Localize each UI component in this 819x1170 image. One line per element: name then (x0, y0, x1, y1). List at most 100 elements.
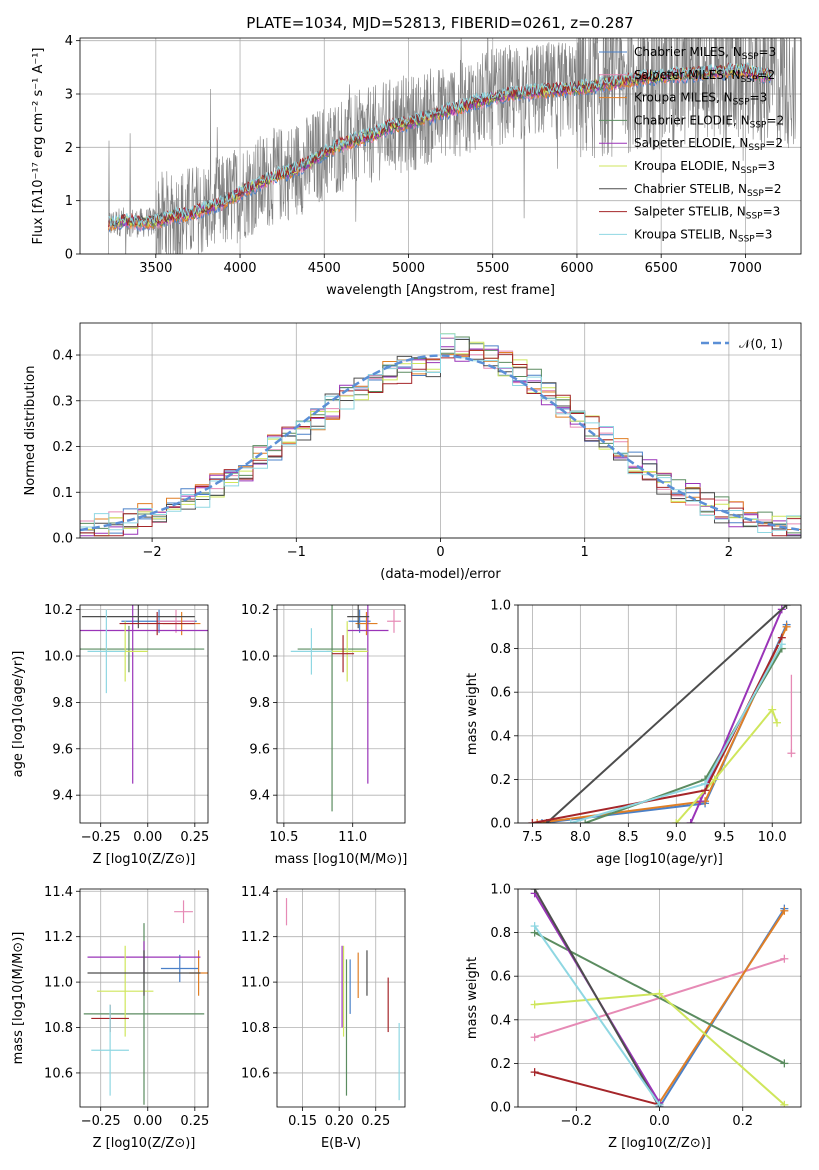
series-line (675, 707, 778, 823)
y-tick-label: 0.2 (490, 773, 511, 788)
x-tick-label: −0.2 (560, 1114, 592, 1129)
y-axis-label: mass weight (465, 957, 480, 1039)
observed-spectrum (108, 38, 796, 254)
y-axis-label: mass [log10(M/M⊙)] (11, 932, 26, 1065)
x-tick-label: −0.25 (81, 1114, 121, 1129)
plot-frame (79, 37, 802, 255)
x-tick-label: 5000 (392, 261, 425, 276)
x-tick-label: 11.0 (338, 830, 367, 845)
histogram-kroupa-stelib (80, 333, 801, 537)
x-tick-label: 9.0 (666, 830, 687, 845)
x-tick-label: 8.0 (570, 830, 591, 845)
x-tick-label: 1 (581, 545, 589, 560)
y-tick-label: 10.2 (241, 603, 270, 618)
errorbar-kroupa-stelib (87, 609, 126, 694)
series-line (534, 931, 785, 1065)
errorbar-chabrier-stelib (87, 950, 201, 996)
series-kroupa-stelib (566, 640, 786, 823)
spectrum-legend: Chabrier MILES, NSSP=3 Salpeter MILES, NS… (599, 45, 784, 244)
legend-nssp: =3 (755, 227, 773, 241)
x-tick-label: 0.25 (361, 1114, 390, 1129)
legend-normal-label: 𝒩(0, 1) (739, 337, 783, 351)
y-axis-label: Normed distribution (23, 366, 38, 496)
legend-nssp: =2 (764, 182, 782, 196)
plot-frame (517, 604, 802, 824)
x-tick-label: 10.0 (758, 830, 787, 845)
y-tick-label: 9.6 (52, 742, 73, 757)
x-tick-label: 9.5 (714, 830, 735, 845)
y-tick-label: 9.4 (52, 789, 73, 804)
y-tick-label: 0.8 (490, 642, 511, 657)
series-line (537, 626, 788, 823)
histogram-legend: 𝒩(0, 1) (701, 337, 783, 351)
y-tick-label: 0 (65, 248, 73, 263)
y-tick-label: 11.4 (44, 885, 73, 900)
y-tick-label: 10.8 (44, 1021, 73, 1036)
x-axis-label: (data-model)/error (380, 567, 501, 582)
x-axis-label: age [log10(age/yr)] (596, 852, 723, 867)
series-line (533, 925, 661, 1106)
y-tick-label: 1 (65, 194, 73, 209)
weight_vs_age-panel: 7.5 8.0 8.5 9.0 9.5 10.0 0.0 0.2 0.4 0.6 0.8 1.0 age… (465, 599, 802, 867)
x-tick-label: 2 (725, 545, 733, 560)
errorbar-kroupa-stelib (91, 1004, 129, 1096)
x-tick-label: −1 (287, 545, 306, 560)
legend-label-salpeter-elodie: Salpeter ELODIE, NSSP=2 (634, 136, 783, 153)
x-tick-label: 0.15 (288, 1114, 317, 1129)
series-line (533, 889, 661, 1107)
y-tick-label: 10.2 (44, 603, 73, 618)
y-tick-label: 10.8 (241, 1021, 270, 1036)
errorbar-salpeter-elodie (347, 605, 389, 784)
legend-subscript: SSP (747, 189, 764, 199)
errorbar-kroupa-stelib (290, 628, 333, 675)
y-axis-label: Flux [fλ10⁻¹⁷ erg cm⁻² s⁻¹ A⁻¹] (31, 48, 46, 245)
legend-label-chabrier-miles: Chabrier MILES, NSSP=3 (634, 45, 776, 62)
errorbar-salpeter-miles (387, 609, 401, 633)
legend-subscript: SSP (733, 98, 750, 108)
y-tick-label: 9.6 (249, 742, 270, 757)
x-tick-label: 4000 (223, 261, 256, 276)
y-tick-label: 1.0 (490, 883, 511, 898)
x-tick-label: 0.25 (180, 830, 209, 845)
y-tick-label: 0.4 (490, 729, 511, 744)
plot-frame (517, 888, 802, 1108)
legend-nssp: =3 (757, 159, 775, 173)
y-tick-label: 9.8 (52, 696, 73, 711)
errorbar-salpeter-miles (174, 900, 193, 924)
legend-nssp: =3 (759, 45, 777, 59)
errorbar-salpeter-stelib (119, 611, 195, 636)
errorbar-salpeter-stelib (332, 635, 355, 673)
x-tick-label: 0.0 (649, 1114, 670, 1129)
legend-nssp: =2 (766, 113, 784, 127)
y-tick-label: 4 (65, 34, 73, 49)
errorbar-chabrier-stelib (347, 605, 370, 629)
x-tick-label: 5500 (476, 261, 509, 276)
x-tick-label: −2 (143, 545, 162, 560)
errorbar-kroupa-elodie (96, 945, 154, 1037)
series-line (658, 910, 786, 1104)
x-tick-label: 6000 (560, 261, 593, 276)
x-tick-label: 0.25 (180, 1114, 209, 1129)
legend-subscript: SSP (741, 166, 758, 176)
x-tick-label: 8.5 (618, 830, 639, 845)
x-tick-label: 0.00 (133, 830, 162, 845)
legend-nssp: =3 (750, 91, 768, 105)
mass_vs_Z-panel: −0.25 0.00 0.25 10.6 10.8 11.0 11.2 11.4 Z [log1… (11, 885, 209, 1151)
y-tick-label: 3 (65, 88, 73, 103)
y-tick-label: 0.3 (52, 394, 73, 409)
series-kroupa-elodie (672, 705, 782, 823)
y-axis-label: mass weight (465, 673, 480, 755)
legend-label-kroupa-elodie: Kroupa ELODIE, NSSP=3 (634, 159, 775, 176)
figure-title: PLATE=1034, MJD=52813, FIBERID=0261, z=0… (246, 14, 633, 32)
spectrum-panel: 3500 4000 4500 5000 5500 6000 6500 7000 0 1 2 3 4 wav… (31, 34, 802, 298)
y-tick-label: 10.0 (44, 650, 73, 665)
plot-frame (79, 322, 802, 539)
legend-label-chabrier-elodie: Chabrier ELODIE, NSSP=2 (634, 113, 784, 130)
legend-label-chabrier-stelib: Chabrier STELIB, NSSP=2 (634, 182, 782, 199)
series-kroupa-elodie (530, 989, 789, 1107)
x-tick-label: 4500 (308, 261, 341, 276)
x-tick-label: −0.25 (81, 830, 121, 845)
x-axis-label: Z [log10(Z/Z⊙)] (93, 1136, 196, 1151)
errorbar-salpeter-elodie (80, 605, 208, 784)
x-tick-label: 3500 (139, 261, 172, 276)
